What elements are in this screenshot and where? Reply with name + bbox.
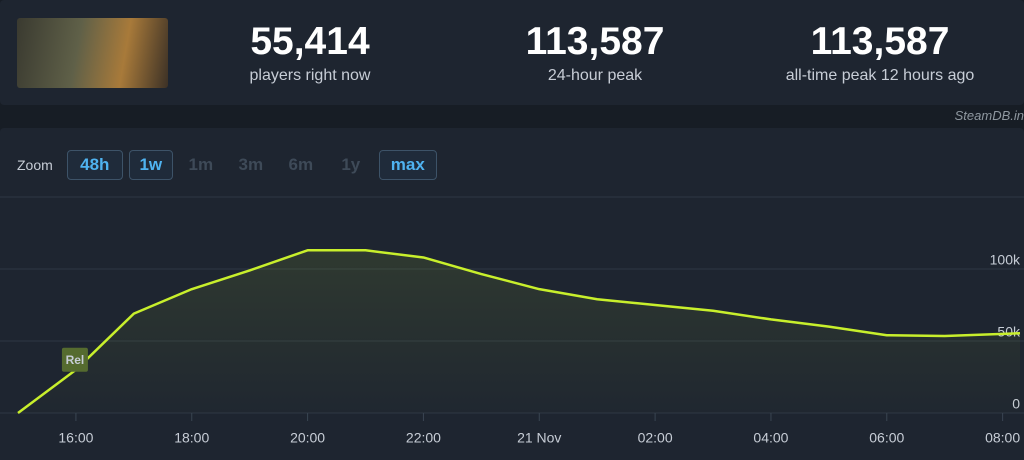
x-tick-label: 22:00	[406, 430, 441, 446]
x-tick-label: 08:00	[985, 430, 1020, 446]
zoom-button: 6m	[288, 155, 314, 174]
x-tick-label: 18:00	[174, 430, 209, 446]
stat-label: 24-hour peak	[547, 67, 643, 84]
x-tick-label: 02:00	[638, 430, 673, 446]
area	[18, 250, 1020, 413]
zoom-button: 1m	[188, 155, 214, 174]
zoom-button: 3m	[238, 155, 264, 174]
x-tick-label: 06:00	[869, 430, 904, 446]
stat: 113,587 24-hour peak	[465, 20, 725, 85]
stat-label: all-time peak 12 hours ago	[785, 67, 975, 84]
stat: 113,587 all-time peak 12 hours ago	[750, 20, 1010, 85]
stats-panel: 55,414 players right now 113,587 24-hour pe…	[0, 0, 1024, 105]
y-tick-label: 100k	[990, 252, 1021, 268]
x-tick-label: 16:00	[58, 430, 93, 446]
zoom-button[interactable]: max	[378, 150, 437, 180]
stat-value: 55,414	[250, 20, 370, 63]
release-label: Rel	[66, 353, 85, 367]
x-tick-label: 04:00	[753, 430, 788, 446]
stat-label: players right now	[249, 67, 371, 84]
release-marker	[61, 347, 88, 372]
zoom-label: Zoom	[17, 157, 53, 173]
game-thumbnail[interactable]	[17, 18, 168, 88]
stat-value: 113,587	[810, 20, 950, 63]
stat-value: 113,587	[525, 20, 665, 63]
zoom-button: 1y	[341, 155, 361, 174]
line	[17, 249, 1021, 415]
x-tick-label: 21 Nov	[517, 430, 561, 446]
credit[interactable]: SteamDB.in	[954, 108, 1024, 123]
stat: 55,414 players right now	[180, 20, 440, 85]
zoom-bar: Zoom 48h 1w 1m 3m 6m 1y max	[17, 150, 437, 180]
zoom-button[interactable]: 1w	[128, 150, 173, 180]
zoom-button[interactable]: 48h	[66, 150, 123, 180]
x-tick-label: 20:00	[290, 430, 325, 446]
